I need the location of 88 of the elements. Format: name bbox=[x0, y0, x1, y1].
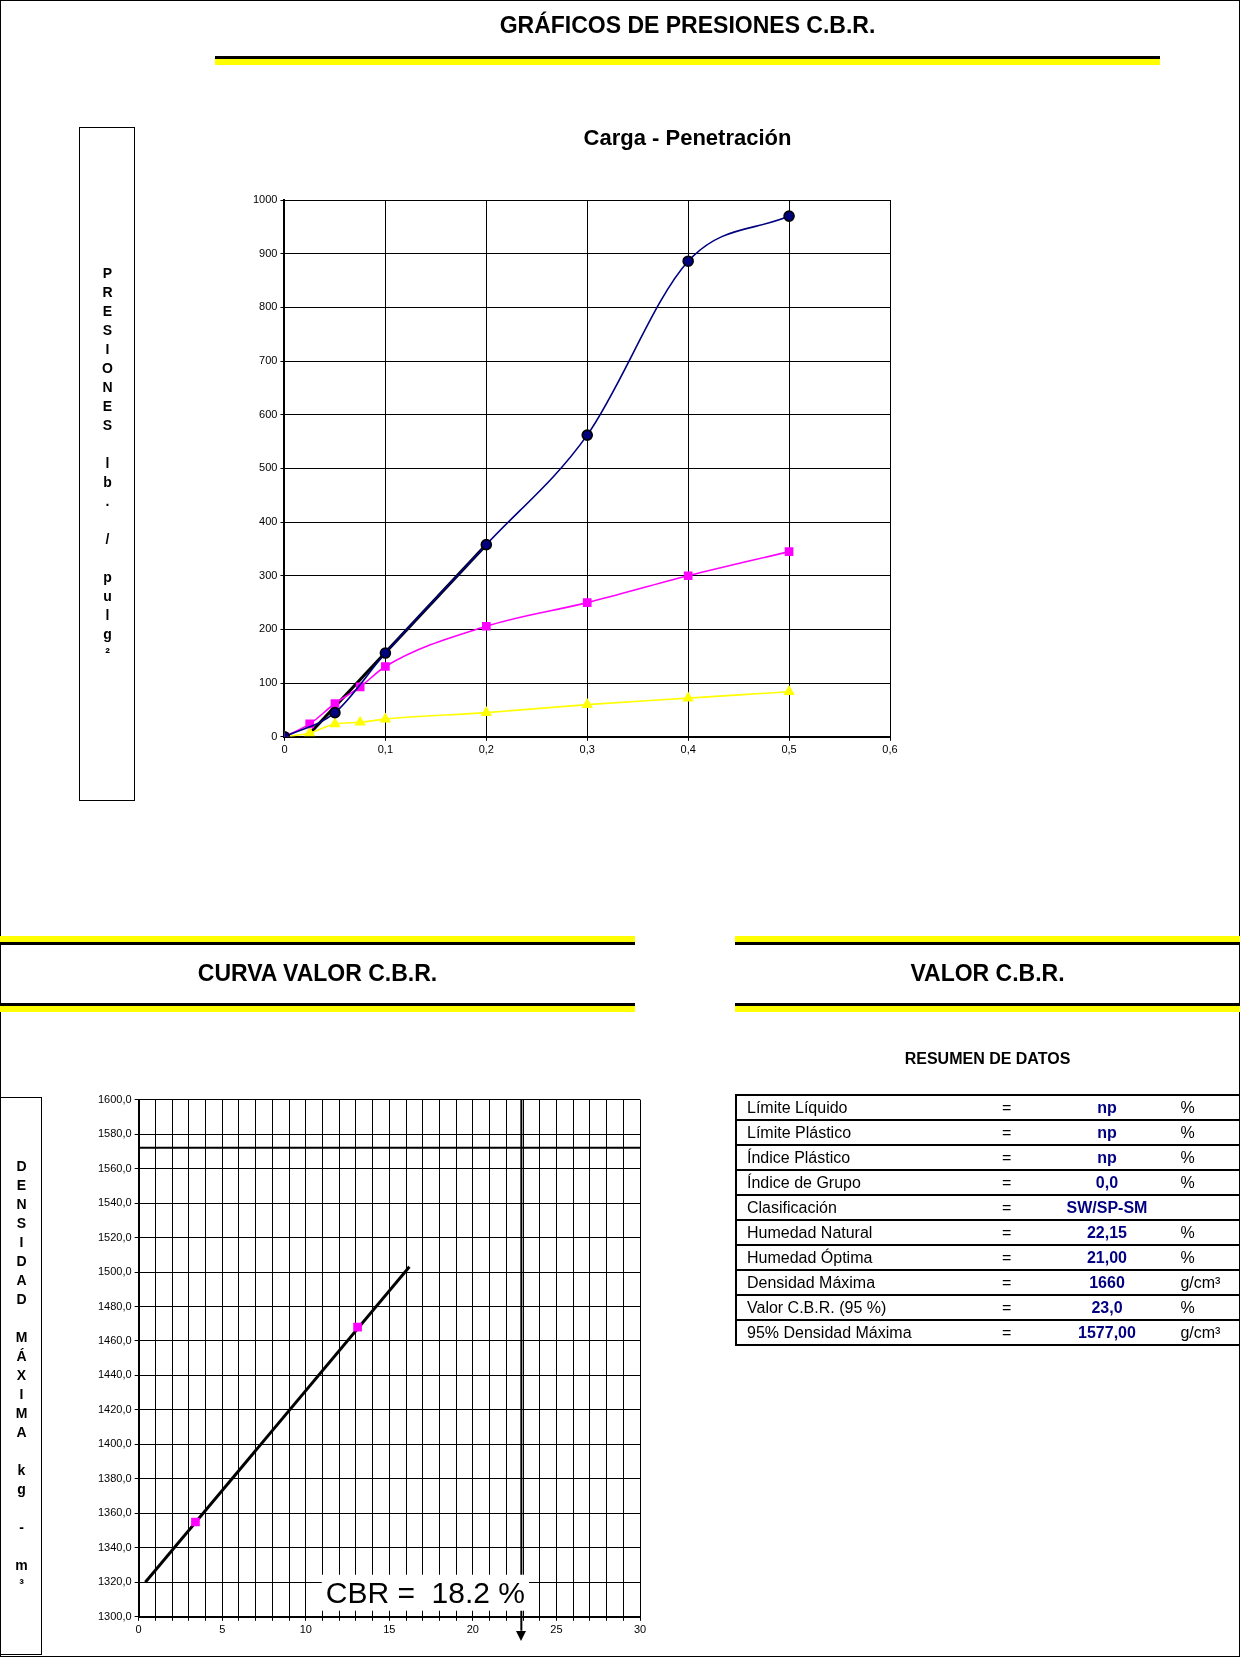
text: % bbox=[1180, 1173, 1195, 1191]
text: % bbox=[1180, 1148, 1195, 1166]
x-tick-label: 25 bbox=[550, 1623, 563, 1636]
y-tick-label: 1380,0 bbox=[97, 1471, 132, 1484]
chart-title: GRÁFICOS DE PRESIONES C.B.R. bbox=[498, 12, 877, 39]
x-tick-label: 0 bbox=[281, 743, 288, 756]
y-tick-label: 1300,0 bbox=[97, 1609, 132, 1622]
text: 1660 bbox=[1089, 1273, 1125, 1291]
text: Clasificación bbox=[747, 1198, 837, 1216]
text: = bbox=[1001, 1123, 1012, 1141]
text: Densidad Máxima bbox=[747, 1273, 876, 1291]
text: Límite Plástico bbox=[747, 1123, 852, 1141]
y-tick-label: 600 bbox=[259, 407, 278, 420]
x-tick-label: 20 bbox=[466, 1623, 480, 1636]
y-tick-label: 0 bbox=[271, 729, 278, 742]
text: = bbox=[1001, 1173, 1012, 1191]
text: 1577,00 bbox=[1078, 1323, 1136, 1341]
text: 95% Densidad Máxima bbox=[747, 1323, 912, 1341]
x-tick-label: 0,3 bbox=[579, 743, 595, 756]
y-tick-label: 1560,0 bbox=[97, 1161, 132, 1174]
y-axis-title: DENSIDAD MÁXIMA kg - m³ bbox=[12, 1157, 31, 1595]
y-tick-label: 1480,0 bbox=[97, 1299, 132, 1312]
text: = bbox=[1001, 1198, 1012, 1216]
y-tick-label: 1460,0 bbox=[97, 1333, 132, 1346]
x-tick-label: 0,4 bbox=[680, 743, 696, 756]
text: % bbox=[1180, 1298, 1195, 1316]
x-tick-label: 0,1 bbox=[377, 743, 394, 756]
text: = bbox=[1001, 1323, 1012, 1341]
x-tick-label: 30 bbox=[633, 1623, 647, 1636]
chart-title: CURVA VALOR C.B.R. bbox=[196, 960, 439, 987]
text: = bbox=[1001, 1273, 1012, 1291]
text: % bbox=[1180, 1123, 1195, 1141]
y-tick-label: 500 bbox=[259, 461, 278, 474]
y-tick-label: 1360,0 bbox=[97, 1506, 132, 1519]
text: RESUMEN DE DATOS bbox=[903, 1050, 1072, 1068]
y-tick-label: 800 bbox=[259, 300, 278, 313]
text: = bbox=[1001, 1248, 1012, 1266]
text: SW/SP-SM bbox=[1066, 1198, 1148, 1216]
text: Límite Líquido bbox=[747, 1098, 848, 1116]
y-tick-label: 1400,0 bbox=[97, 1437, 132, 1450]
text: Humedad Natural bbox=[747, 1223, 873, 1241]
text: np bbox=[1097, 1148, 1117, 1166]
text: = bbox=[1001, 1098, 1012, 1116]
text: np bbox=[1097, 1123, 1117, 1141]
x-tick-label: 15 bbox=[383, 1623, 396, 1636]
text: Índice de Grupo bbox=[747, 1173, 861, 1191]
y-tick-label: 100 bbox=[259, 676, 278, 689]
y-tick-label: 1500,0 bbox=[97, 1265, 132, 1278]
text: Humedad Óptima bbox=[747, 1248, 873, 1266]
text: 22,15 bbox=[1086, 1223, 1128, 1241]
y-tick-label: 400 bbox=[259, 515, 278, 528]
text: Índice Plástico bbox=[747, 1148, 851, 1166]
y-tick-label: 900 bbox=[259, 246, 278, 259]
y-tick-label: 1000 bbox=[252, 193, 278, 206]
y-tick-label: 1440,0 bbox=[97, 1368, 132, 1381]
y-tick-label: 200 bbox=[259, 622, 278, 635]
x-tick-label: 5 bbox=[219, 1623, 226, 1636]
text: % bbox=[1180, 1248, 1195, 1266]
text: % bbox=[1180, 1098, 1195, 1116]
text: 21,00 bbox=[1086, 1248, 1128, 1266]
y-tick-label: 1600,0 bbox=[97, 1092, 132, 1105]
text: 23,0 bbox=[1091, 1298, 1123, 1316]
y-tick-label: 700 bbox=[259, 354, 278, 367]
text: VALOR C.B.R. bbox=[909, 960, 1066, 987]
text: = bbox=[1001, 1298, 1012, 1316]
annotation: CBR = 18.2 % bbox=[325, 1575, 525, 1609]
text: Valor C.B.R. (95 %) bbox=[747, 1298, 887, 1316]
x-tick-label: 0 bbox=[135, 1623, 142, 1636]
text: = bbox=[1001, 1223, 1012, 1241]
text: 0,0 bbox=[1095, 1173, 1119, 1191]
y-axis-title: PRESIONES lb. / pulg² bbox=[98, 264, 117, 664]
x-tick-label: 10 bbox=[299, 1623, 312, 1636]
text: = bbox=[1001, 1148, 1012, 1166]
y-tick-label: 1520,0 bbox=[97, 1230, 132, 1243]
y-tick-label: 1540,0 bbox=[97, 1196, 132, 1209]
y-tick-label: 1420,0 bbox=[97, 1402, 132, 1415]
x-tick-label: 0,2 bbox=[478, 743, 494, 756]
x-tick-label: 0,5 bbox=[781, 743, 797, 756]
text: % bbox=[1180, 1223, 1195, 1241]
y-tick-label: 1320,0 bbox=[97, 1575, 132, 1588]
y-tick-label: 1580,0 bbox=[97, 1127, 132, 1140]
y-tick-label: 1340,0 bbox=[97, 1540, 132, 1553]
text: np bbox=[1097, 1098, 1117, 1116]
text: g/cm³ bbox=[1180, 1323, 1221, 1341]
x-tick-label: 0,6 bbox=[882, 743, 898, 756]
y-tick-label: 300 bbox=[259, 568, 278, 581]
text: g/cm³ bbox=[1180, 1273, 1221, 1291]
chart-subtitle: Carga - Penetración bbox=[582, 125, 793, 151]
